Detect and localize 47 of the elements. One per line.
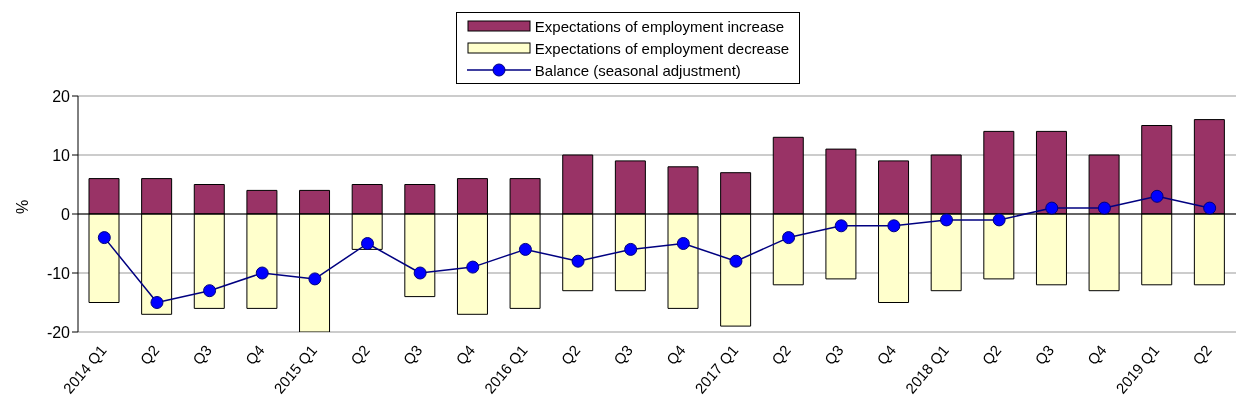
point: [940, 213, 953, 227]
point: [992, 213, 1006, 227]
x-tick-label: Q2: [978, 341, 1005, 368]
x-tick-label: Q3: [1031, 341, 1058, 368]
x-tick-label: Q2: [346, 341, 373, 368]
x-tick-label: Q4: [452, 341, 479, 368]
point: [729, 254, 743, 268]
legend-label: Expectations of employment decrease: [534, 39, 790, 57]
point: [1150, 189, 1164, 203]
x-tick-label: Q3: [610, 341, 637, 368]
x-tick-label: Q4: [241, 341, 268, 368]
point: [308, 272, 322, 286]
point: [97, 231, 111, 245]
point: [624, 242, 638, 256]
point: [571, 254, 585, 268]
point: [361, 237, 374, 250]
point: [203, 284, 217, 298]
x-tick-label: Q4: [662, 341, 689, 368]
x-tick-label: Q3: [189, 341, 215, 368]
legend-label: Balance (seasonal adjustment): [534, 61, 741, 79]
point: [782, 231, 796, 245]
point: [255, 266, 269, 280]
y-tick-label: -20: [46, 323, 71, 341]
x-tick-label: Q2: [557, 341, 584, 368]
y-tick-label: -10: [46, 264, 71, 282]
point: [1097, 201, 1111, 215]
x-tick-label: Q3: [820, 341, 847, 368]
legend-label: Expectations of employment increase: [534, 17, 785, 35]
x-tick-label: Q4: [1083, 341, 1110, 368]
y-tick-label: 0: [61, 205, 71, 223]
x-tick-label: Q3: [399, 341, 426, 368]
point: [887, 219, 901, 233]
x-tick-label: Q2: [1189, 341, 1216, 368]
point: [676, 237, 690, 250]
point: [150, 296, 164, 309]
x-tick-label: Q2: [136, 341, 163, 368]
y-tick-label: 20: [52, 87, 71, 105]
y-axis-title: %: [13, 199, 31, 214]
point: [413, 266, 427, 280]
point: [466, 260, 480, 274]
point: [1045, 201, 1059, 215]
point: [518, 242, 532, 256]
x-tick-label: Q4: [873, 341, 900, 368]
x-tick-label: Q2: [768, 341, 794, 368]
y-tick-label: 10: [52, 146, 71, 164]
point: [1203, 201, 1217, 215]
point: [834, 219, 848, 233]
